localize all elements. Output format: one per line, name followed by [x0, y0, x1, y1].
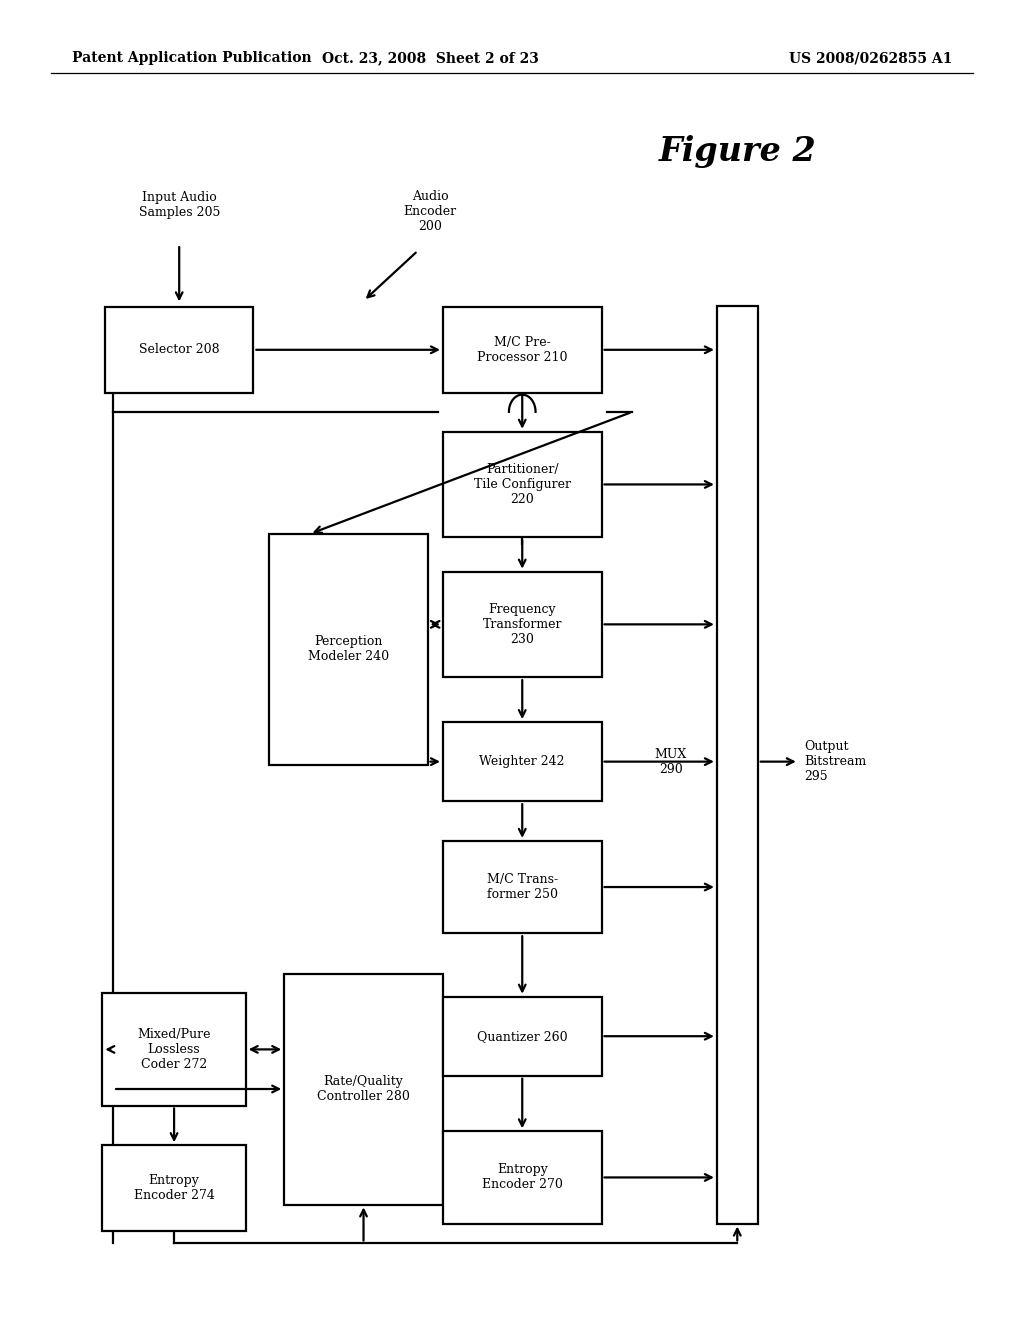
- Text: Patent Application Publication: Patent Application Publication: [72, 51, 311, 65]
- Bar: [102, 1144, 246, 1230]
- Bar: [268, 535, 428, 766]
- Bar: [442, 572, 602, 677]
- Text: Figure 2: Figure 2: [658, 135, 816, 168]
- Text: Weighter 242: Weighter 242: [479, 755, 565, 768]
- Bar: [717, 306, 758, 1224]
- Text: Oct. 23, 2008  Sheet 2 of 23: Oct. 23, 2008 Sheet 2 of 23: [322, 51, 539, 65]
- Bar: [442, 841, 602, 933]
- Bar: [442, 722, 602, 801]
- Text: MUX
290: MUX 290: [654, 747, 687, 776]
- Text: Rate/Quality
Controller 280: Rate/Quality Controller 280: [317, 1074, 410, 1104]
- Text: Quantizer 260: Quantizer 260: [477, 1030, 567, 1043]
- Text: Audio
Encoder
200: Audio Encoder 200: [403, 190, 457, 232]
- Bar: [442, 432, 602, 537]
- Bar: [442, 306, 602, 393]
- Bar: [104, 306, 254, 393]
- Text: Output
Bitstream
295: Output Bitstream 295: [804, 741, 866, 783]
- Text: Frequency
Transformer
230: Frequency Transformer 230: [482, 603, 562, 645]
- Bar: [442, 1131, 602, 1224]
- Bar: [442, 997, 602, 1076]
- Text: Entropy
Encoder 270: Entropy Encoder 270: [482, 1163, 562, 1192]
- Text: US 2008/0262855 A1: US 2008/0262855 A1: [788, 51, 952, 65]
- Text: Perception
Modeler 240: Perception Modeler 240: [307, 635, 389, 664]
- Text: M/C Trans-
former 250: M/C Trans- former 250: [486, 873, 558, 902]
- Bar: [284, 974, 442, 1204]
- Text: Mixed/Pure
Lossless
Coder 272: Mixed/Pure Lossless Coder 272: [137, 1028, 211, 1071]
- Text: Entropy
Encoder 274: Entropy Encoder 274: [134, 1173, 214, 1203]
- Text: Selector 208: Selector 208: [139, 343, 219, 356]
- Bar: [102, 993, 246, 1106]
- Text: Input Audio
Samples 205: Input Audio Samples 205: [138, 190, 220, 219]
- Text: M/C Pre-
Processor 210: M/C Pre- Processor 210: [477, 335, 567, 364]
- Text: Partitioner/
Tile Configurer
220: Partitioner/ Tile Configurer 220: [474, 463, 570, 506]
